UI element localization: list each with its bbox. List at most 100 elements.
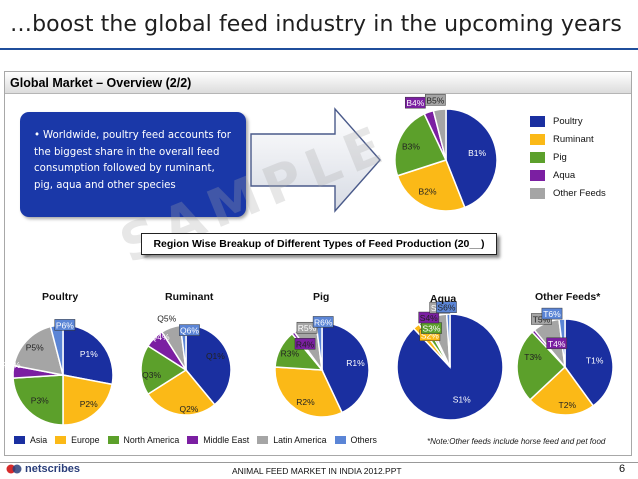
- bullet-icon: •: [34, 130, 41, 141]
- feed-type-legend: Poultry Ruminant Pig Aqua Other Feeds: [530, 112, 606, 202]
- data-label: T6%: [543, 309, 561, 319]
- pie-chart-pig: R1% R2% R3%R4% R5%R6%: [274, 316, 370, 418]
- data-label: T4%: [548, 339, 566, 349]
- legend-swatch: [334, 436, 346, 444]
- section-title: Global Market – Overview (2/2): [10, 76, 192, 90]
- pie-slice-other-feeds: [432, 108, 447, 161]
- legend-label: Aqua: [553, 169, 576, 181]
- pie-chart-poultry: P1% P2% P3% P4% P5% P6%: [3, 319, 114, 426]
- data-label: B2%: [419, 187, 437, 197]
- netscribes-logo: netscribes: [6, 463, 80, 475]
- legend-swatch: [55, 436, 67, 444]
- data-label-box: [54, 319, 76, 331]
- footnote: *Note:Other feeds include horse feed and…: [427, 437, 606, 446]
- data-label-box: [312, 316, 334, 328]
- data-label: B4%: [406, 98, 424, 108]
- logo-text: netscribes: [25, 463, 81, 475]
- legend-label: Europe: [71, 435, 100, 445]
- data-label: Q5%: [157, 314, 176, 324]
- data-label: Q6%: [180, 326, 199, 336]
- summary-callout: • Worldwide, poultry feed accounts for th…: [20, 112, 246, 217]
- legend-item-latin-america: Latin America: [257, 435, 327, 445]
- legend-label: Latin America: [273, 435, 327, 445]
- pie-slice-others: [445, 313, 451, 368]
- pie-slice-europe: [146, 369, 216, 416]
- chart-title-pig: Pig: [313, 291, 330, 303]
- legend-item-other-feeds: Other Feeds: [530, 184, 606, 202]
- data-label: P1%: [80, 349, 98, 359]
- data-label: Q2%: [179, 404, 198, 414]
- legend-item-aqua: Aqua: [530, 166, 606, 184]
- legend-label: Poultry: [553, 115, 583, 127]
- data-label-box: [425, 94, 446, 106]
- legend-swatch: [257, 436, 269, 444]
- pie-slice-asia: [564, 318, 614, 407]
- legend-item-north-america: North America: [107, 435, 180, 445]
- legend-swatch: [530, 151, 545, 163]
- legend-item-others: Others: [334, 435, 377, 445]
- legend-swatch: [530, 133, 545, 145]
- legend-item-asia: Asia: [14, 435, 47, 445]
- footer-rule: [0, 462, 638, 463]
- footer-text: ANIMAL FEED MARKET IN INDIA 2012.PPT: [232, 466, 402, 476]
- legend-label: Asia: [30, 435, 48, 445]
- pie-chart-ruminant: Q1% Q2% Q3% Q4% Q5% Q6%: [140, 314, 232, 416]
- legend-item-middle-east: Middle East: [187, 435, 249, 445]
- region-legend: Asia Europe North America Middle East La…: [14, 435, 385, 445]
- data-label: B1%: [468, 148, 486, 158]
- right-arrow-icon: [250, 107, 381, 213]
- pie-slice-asia: [321, 322, 370, 414]
- data-label: B3%: [402, 141, 420, 151]
- data-label: R6%: [314, 317, 333, 327]
- chart-title-other-feeds: Other Feeds*: [535, 291, 601, 303]
- summary-text: Worldwide, poultry feed accounts for the…: [34, 130, 231, 191]
- data-label: P3%: [31, 396, 49, 406]
- pie-slice-north-america: [516, 330, 567, 401]
- data-label-box: [418, 311, 440, 324]
- data-label: T1%: [586, 355, 604, 365]
- legend-item-ruminant: Ruminant: [530, 130, 606, 148]
- section-header-band: [5, 72, 631, 94]
- data-label-box: [296, 321, 318, 334]
- data-label: R1%: [346, 358, 365, 368]
- summary-bullet: • Worldwide, poultry feed accounts for th…: [34, 128, 234, 194]
- pie-chart-feed-types: B1% B2% B3% B4% B5%: [394, 94, 498, 212]
- title-rule: [0, 48, 638, 50]
- legend-swatch: [107, 436, 119, 444]
- legend-label: Pig: [553, 151, 567, 163]
- data-label: S6%: [437, 303, 455, 313]
- logo-mark-icon: [6, 464, 22, 474]
- pie-slice-europe: [274, 366, 344, 418]
- section-frame: [4, 71, 632, 456]
- data-label: S4%: [420, 313, 438, 323]
- legend-swatch: [530, 169, 545, 181]
- data-label-box: [436, 301, 457, 313]
- legend-swatch: [14, 436, 25, 444]
- data-label: S2%: [421, 331, 439, 341]
- pie-chart-aqua: S1%S2%S3%S4%S5%S6%: [396, 301, 504, 421]
- legend-label: North America: [123, 435, 180, 445]
- pie-slice-europe: [528, 365, 595, 416]
- legend-label: Other Feeds: [553, 187, 606, 199]
- data-label: Q1%: [206, 351, 225, 361]
- data-label: R3%: [281, 349, 300, 359]
- data-label: S3%: [422, 324, 440, 334]
- data-label: R5%: [298, 323, 317, 333]
- legend-item-europe: Europe: [55, 435, 100, 445]
- data-label: R2%: [296, 397, 315, 407]
- data-label: P6%: [56, 320, 74, 330]
- chart-title-ruminant: Ruminant: [165, 291, 214, 303]
- pie-slice-poultry: [445, 108, 498, 209]
- legend-label: Middle East: [203, 435, 250, 445]
- legend-label: Ruminant: [553, 133, 594, 145]
- data-label: S1%: [453, 395, 471, 405]
- data-label: P2%: [80, 399, 98, 409]
- data-label: T5%: [533, 314, 551, 324]
- pie-chart-other-feeds: T1% T2% T3% T4% T5%T6%: [516, 307, 614, 416]
- chart-title-aqua: Aqua: [430, 293, 457, 305]
- pie-slice-north-america: [140, 344, 188, 396]
- pie-slice-pig: [394, 112, 448, 177]
- legend-swatch: [530, 115, 545, 127]
- region-breakup-title: Region Wise Breakup of Different Types o…: [141, 233, 497, 255]
